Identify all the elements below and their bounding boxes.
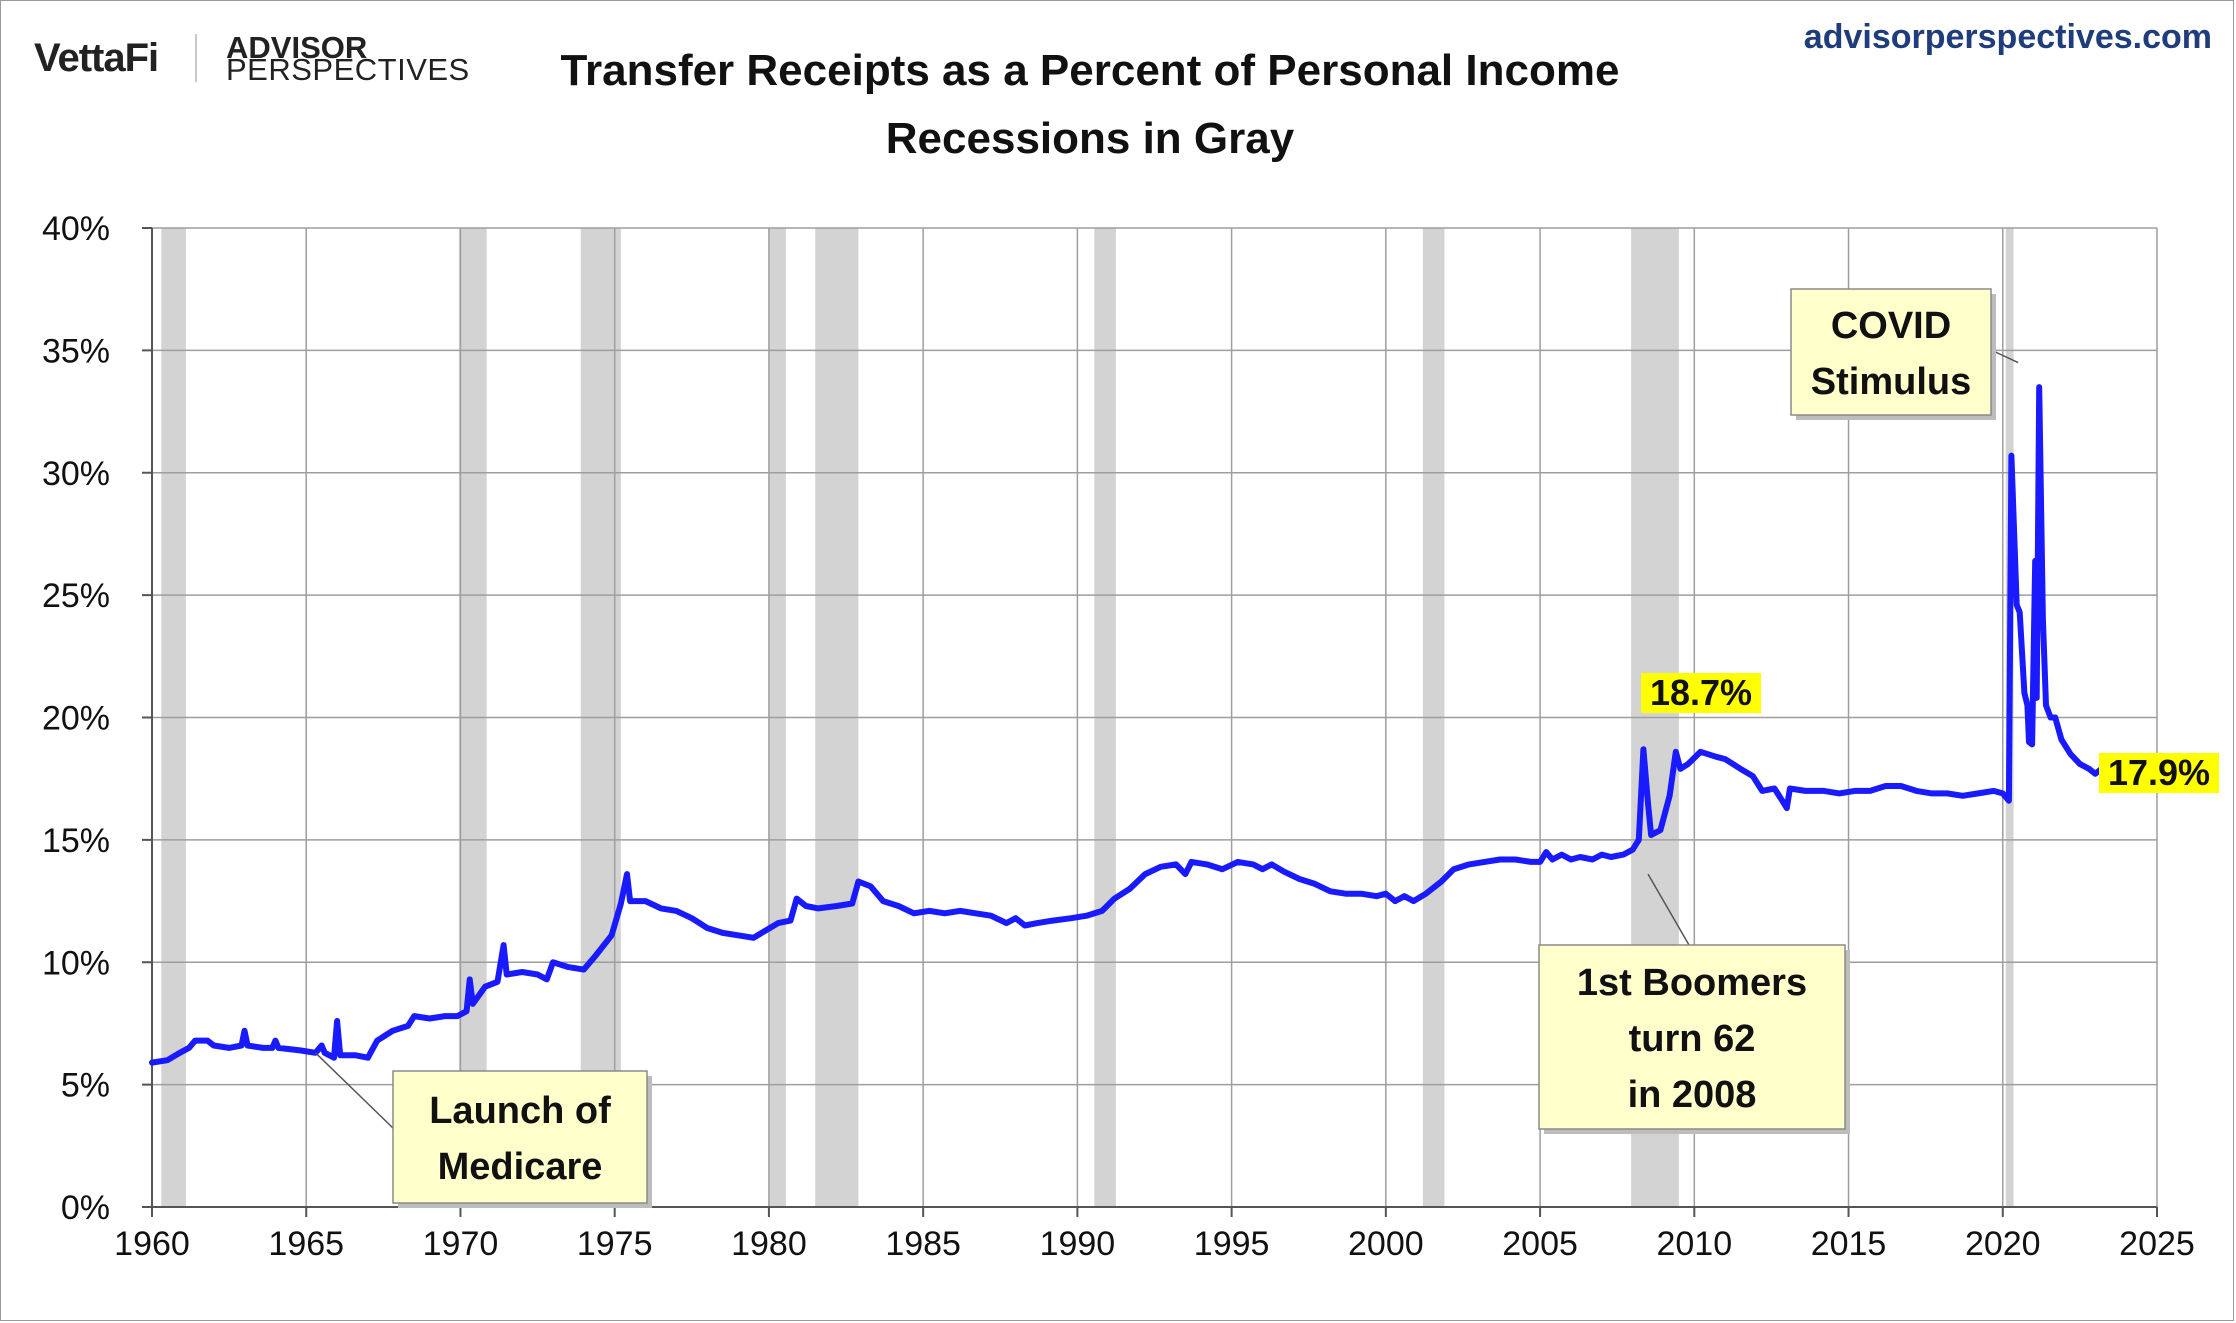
y-tick-label: 40% (42, 210, 110, 248)
y-tick-label: 0% (61, 1189, 110, 1227)
annotation-box (1790, 288, 1992, 416)
annotations: Launch of Medicare 1st Boomers turn 62 in 20… (314, 288, 2219, 1208)
annotation-text: Stimulus (1811, 361, 1971, 403)
x-tick-label: 2005 (1502, 1225, 1578, 1263)
x-tick-label: 2010 (1656, 1225, 1732, 1263)
x-tick-label: 1980 (731, 1225, 807, 1263)
annotation-text: Launch of (429, 1090, 611, 1132)
annotation-leader-line (314, 1052, 396, 1131)
x-tick-label: 2015 (1811, 1225, 1887, 1263)
y-tick-label: 25% (42, 577, 110, 615)
value-label-highlight (1641, 673, 1761, 713)
annotation-text: in 2008 (1628, 1074, 1757, 1116)
tick-labels: 0% 5% 10% 15% 20% 25% 30% 35% 40% 1960 1965 1970 197… (42, 210, 2195, 1263)
y-tick-label: 35% (42, 332, 110, 370)
series-line (149, 384, 2105, 1066)
y-tick-label: 5% (61, 1067, 110, 1105)
x-tick-label: 1985 (885, 1225, 961, 1263)
annotation-text: 1st Boomers (1577, 962, 1807, 1004)
value-label-highlight (2099, 753, 2219, 793)
x-tick-label: 1975 (577, 1225, 653, 1263)
logo-divider (195, 34, 197, 82)
annotation-text: Medicare (438, 1146, 603, 1188)
x-tick-label: 1965 (268, 1225, 344, 1263)
site-url[interactable]: advisorperspectives.com (1803, 18, 2212, 56)
annotation-text: turn 62 (1629, 1018, 1756, 1060)
advisor-perspectives-logo-line2: PERSPECTIVES (226, 52, 470, 87)
chart-title: Transfer Receipts as a Percent of Person… (560, 46, 1620, 95)
x-tick-label: 1995 (1194, 1225, 1270, 1263)
x-tick-label: 2000 (1348, 1225, 1424, 1263)
x-tick-label: 1990 (1040, 1225, 1116, 1263)
value-label: 18.7% (1650, 672, 1752, 713)
advisor-perspectives-logo-line1: ADVISOR (226, 30, 368, 65)
annotation-text: COVID (1831, 305, 1951, 347)
y-tick-label: 15% (42, 822, 110, 860)
x-tick-label: 2025 (2119, 1225, 2195, 1263)
x-tick-label: 2020 (1965, 1225, 2041, 1263)
y-tick-label: 10% (42, 944, 110, 982)
vettafi-logo: VettaFi (34, 36, 159, 80)
annotation-box (1538, 944, 1846, 1130)
annotation-leader-line (1647, 873, 1690, 946)
chart-subtitle: Recessions in Gray (885, 114, 1295, 163)
annotation-box (392, 1070, 648, 1204)
series (149, 384, 2105, 1066)
x-tick-label: 1970 (423, 1225, 499, 1263)
y-tick-label: 20% (42, 700, 110, 738)
x-tick-label: 1960 (114, 1225, 190, 1263)
value-label: 17.9% (2108, 752, 2210, 793)
y-tick-label: 30% (42, 455, 110, 493)
